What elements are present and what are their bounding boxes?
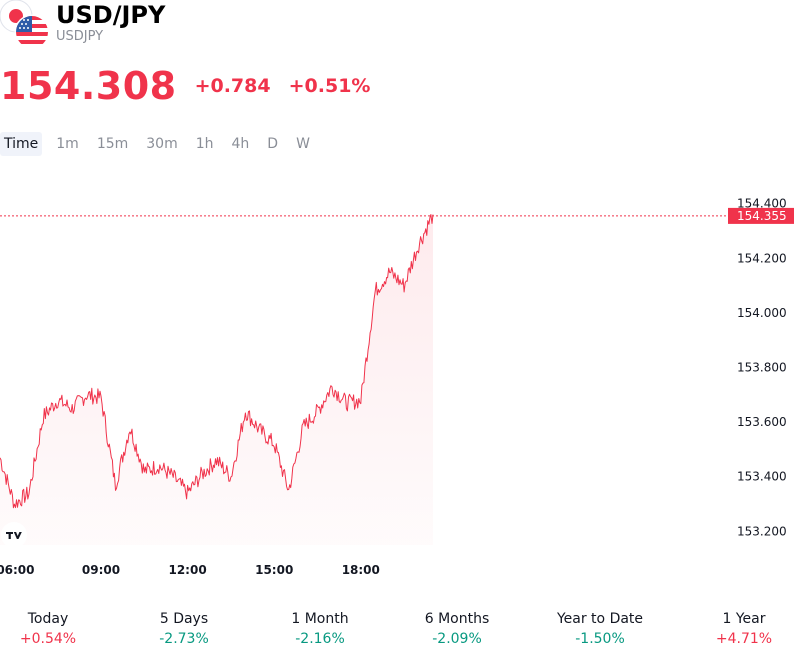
y-tick-label: 153.600 (737, 415, 787, 429)
perf-label: 1 Year (722, 611, 766, 627)
symbol-title: USD/JPY (56, 1, 166, 29)
y-tick-label: 154.000 (737, 306, 787, 320)
y-tick-label: 153.200 (737, 524, 787, 538)
last-price-label: 154.355 (737, 209, 787, 223)
perf-value: -2.16% (295, 631, 345, 647)
x-tick-label: 06:00 (0, 563, 35, 577)
last-price: 154.308 (0, 64, 177, 108)
x-tick-label: 18:00 (342, 563, 380, 577)
price-chart[interactable]: 153.200 153.400 153.600 153.800 154.000 154.2… (0, 170, 800, 590)
tab-d[interactable]: D (267, 136, 279, 152)
tab-30m[interactable]: 30m (146, 136, 178, 152)
perf-label: 1 Month (291, 611, 349, 627)
perf-value: -2.09% (432, 631, 482, 647)
perf-year-to-date[interactable]: Year to Date -1.50% (540, 609, 660, 649)
y-tick-label: 153.800 (737, 361, 787, 375)
perf-value: -1.50% (575, 631, 625, 647)
x-tick-label: 09:00 (82, 563, 120, 577)
perf-1-month[interactable]: 1 Month -2.16% (260, 609, 380, 649)
timeframe-tabs: Time 1m 15m 30m 1h 4h D W (0, 132, 324, 156)
price-change: +0.784 (194, 75, 271, 97)
perf-today[interactable]: Today +0.54% (0, 609, 108, 649)
perf-label: 6 Months (424, 611, 490, 627)
ticker-code: USDJPY (56, 29, 104, 44)
tab-1h[interactable]: 1h (195, 136, 214, 152)
performance-bar: Today +0.54% 5 Days -2.73% 1 Month -2.16… (0, 609, 800, 649)
tab-time[interactable]: Time (0, 132, 43, 156)
perf-value: +4.71% (715, 631, 773, 647)
perf-value: -2.73% (159, 631, 209, 647)
price-series-line (0, 214, 434, 509)
price-area-fill (0, 214, 433, 545)
currency-pair-flags (0, 0, 50, 50)
y-tick-label: 154.200 (737, 251, 787, 265)
usa-flag-icon (14, 14, 50, 50)
tab-1m[interactable]: 1m (56, 136, 79, 152)
tab-15m[interactable]: 15m (96, 136, 129, 152)
perf-label: 5 Days (159, 611, 209, 627)
tab-4h[interactable]: 4h (231, 136, 250, 152)
tab-w[interactable]: W (296, 136, 310, 152)
perf-label: Today (27, 611, 69, 627)
perf-6-months[interactable]: 6 Months -2.09% (397, 609, 517, 649)
last-price-badge (728, 207, 794, 224)
y-tick-label: 153.400 (737, 470, 787, 484)
price-change-percent: +0.51% (288, 75, 371, 97)
perf-value: +0.54% (19, 631, 77, 647)
y-tick-label: 154.400 (737, 197, 787, 211)
perf-label: Year to Date (556, 611, 644, 627)
perf-5-days[interactable]: 5 Days -2.73% (124, 609, 244, 649)
tradingview-logo-icon[interactable] (0, 521, 28, 549)
x-tick-label: 15:00 (255, 563, 293, 577)
perf-1-year[interactable]: 1 Year +4.71% (684, 609, 800, 649)
price-row: 154.308 +0.784 +0.51% (0, 63, 370, 109)
x-tick-label: 12:00 (168, 563, 206, 577)
